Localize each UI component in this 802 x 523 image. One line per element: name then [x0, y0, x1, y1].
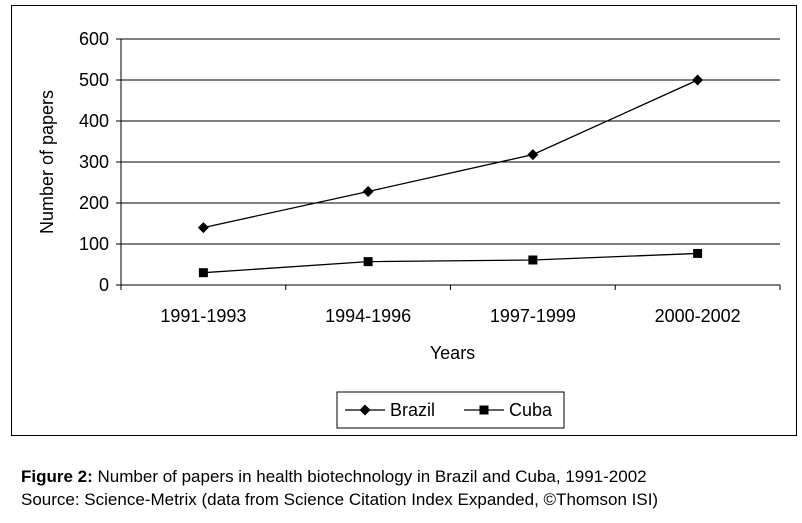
line-chart: 0 100 200 300 400 500 600 1991-1993 1994-1996 199… [37, 29, 781, 429]
figure-label: Figure 2: [21, 467, 93, 486]
y-tick-label: 100 [79, 234, 109, 254]
legend-label-brazil: Brazil [390, 400, 435, 420]
data-point-brazil [527, 149, 539, 161]
data-point-brazil [362, 186, 374, 198]
y-tick-label: 500 [79, 70, 109, 90]
y-tick-label: 0 [99, 275, 109, 295]
data-point-brazil [197, 222, 209, 234]
series-line-brazil [203, 79, 698, 229]
x-axis-title: Years [430, 343, 475, 363]
legend-marker-brazil [359, 404, 371, 416]
series-line-cuba [203, 252, 698, 274]
data-point-cuba [528, 255, 538, 265]
figure-source: Source: Science-Metrix (data from Scienc… [21, 490, 659, 509]
figure-caption-text: Number of papers in health biotechnology… [92, 467, 647, 486]
data-point-cuba [693, 248, 703, 258]
data-point-cuba [363, 257, 373, 267]
y-axis-title: Number of papers [37, 90, 57, 234]
y-tick-label: 400 [79, 111, 109, 131]
figure-caption: Figure 2: Number of papers in health bio… [21, 466, 647, 488]
data-point-cuba [198, 268, 208, 278]
chart-frame [11, 5, 797, 436]
legend-marker-cuba [479, 405, 489, 415]
x-tick-label: 1991-1993 [160, 306, 246, 326]
data-point-brazil [692, 74, 704, 86]
x-tick-label: 1997-1999 [490, 306, 576, 326]
x-tick-label: 2000-2002 [655, 306, 741, 326]
y-tick-label: 600 [79, 29, 109, 49]
y-tick-label: 300 [79, 152, 109, 172]
y-tick-label: 200 [79, 193, 109, 213]
legend-label-cuba: Cuba [509, 400, 553, 420]
x-tick-label: 1994-1996 [325, 306, 411, 326]
